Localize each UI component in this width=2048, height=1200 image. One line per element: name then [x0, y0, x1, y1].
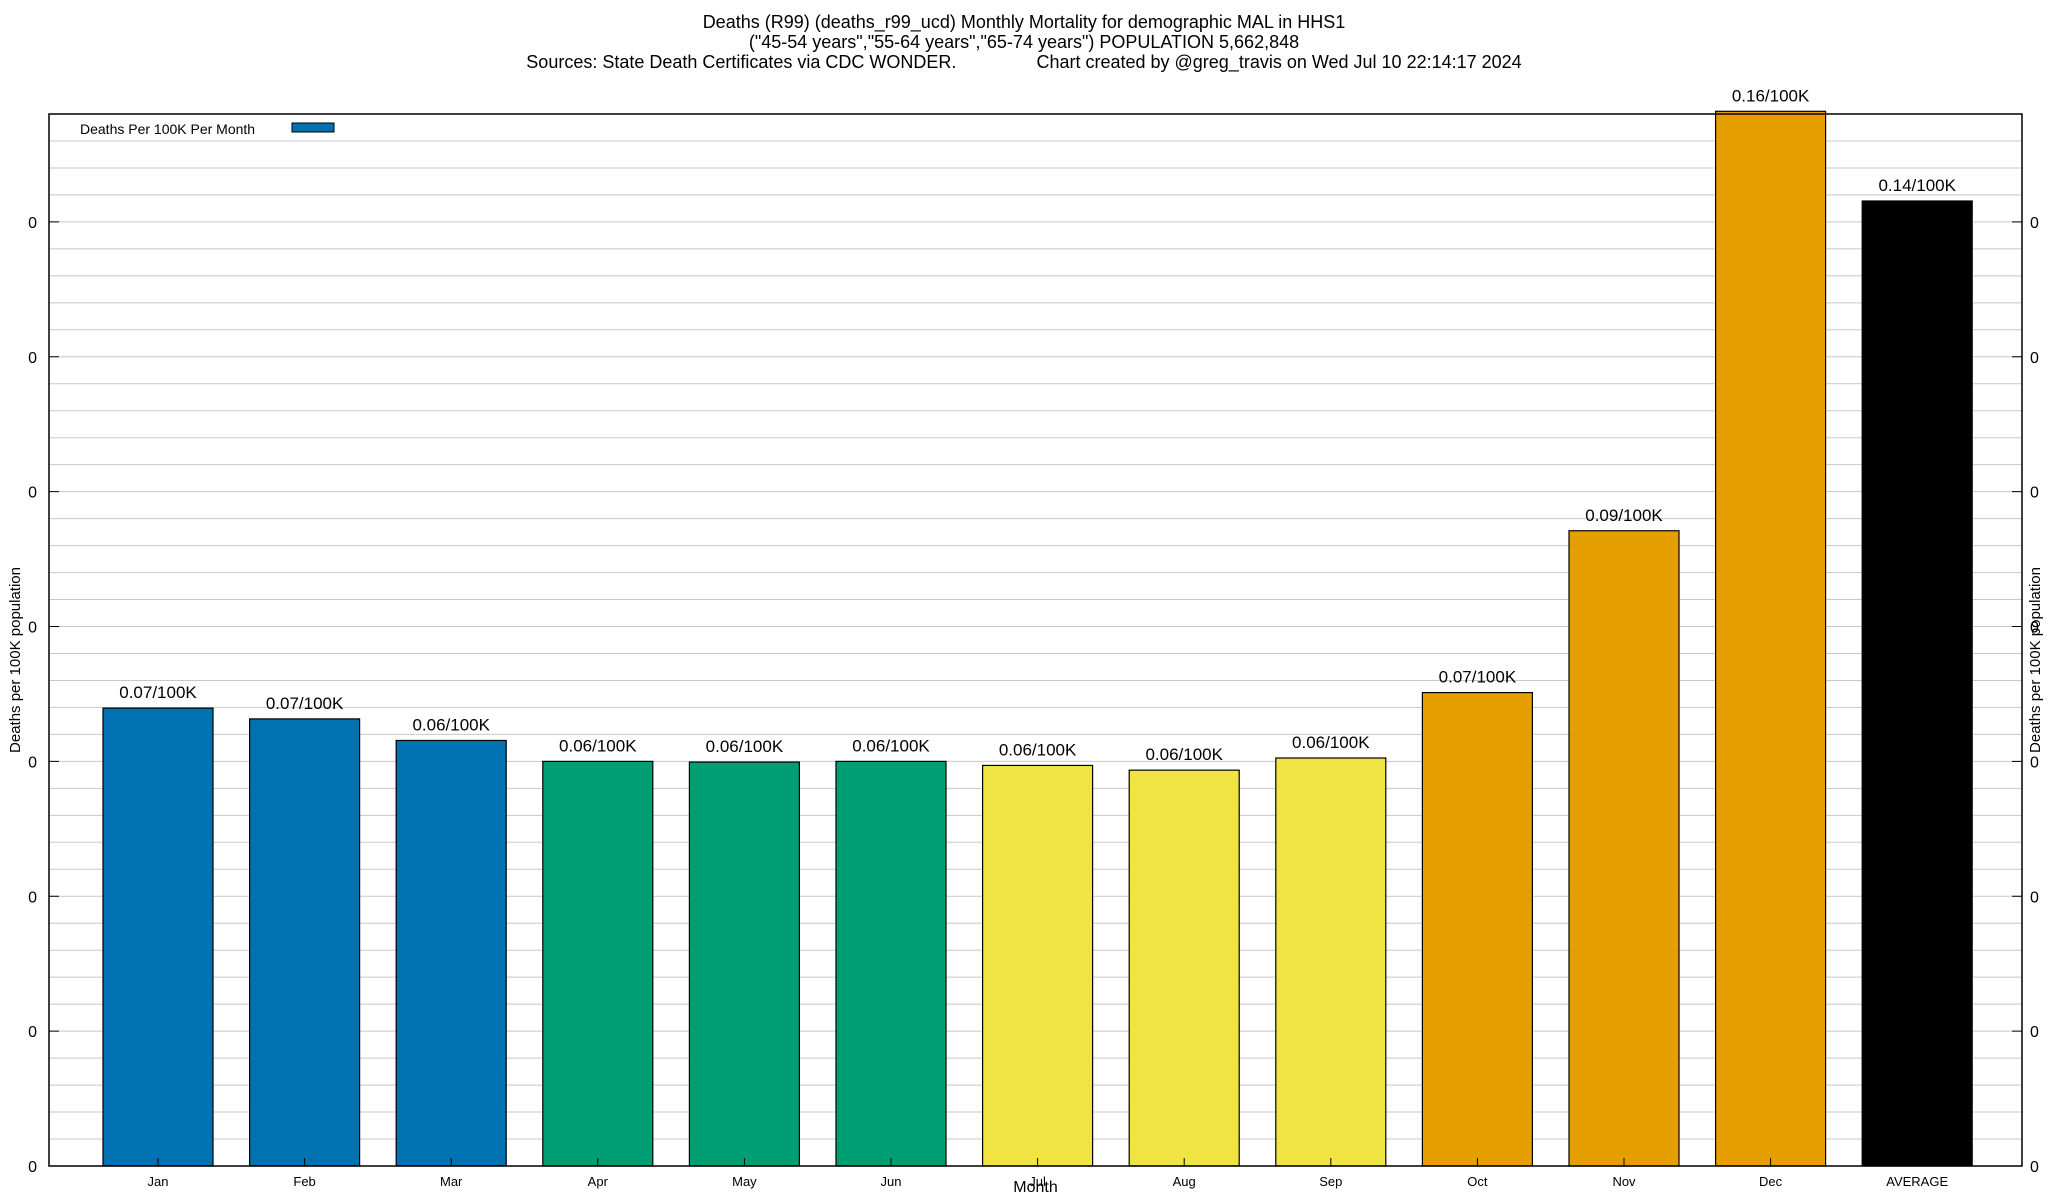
y-tick-label: 0: [28, 215, 37, 232]
bar-oct: [1421, 691, 1534, 1167]
data-label: 0.06/100K: [706, 737, 784, 756]
chart-source-line: Sources: State Death Certificates via CD…: [526, 52, 1522, 72]
y-axis-title: Deaths per 100K population: [7, 567, 24, 753]
x-tick-label: Dec: [1759, 1174, 1783, 1189]
x-tick-label: Aug: [1173, 1174, 1196, 1189]
y2-tick-label: 0: [2030, 350, 2039, 367]
x-tick-label: Apr: [588, 1174, 609, 1189]
tick-layer: 0 0 0 0 0 0 0 0 0 0 0 0 0 0 0 0 Jan Feb Mar Apr May Jun Jul Aug…: [28, 215, 2039, 1189]
data-label: 0.07/100K: [119, 683, 197, 702]
data-label: 0.07/100K: [266, 694, 344, 713]
chart-subtitle: ("45-54 years","55-64 years","65-74 year…: [748, 32, 1300, 52]
bar-jun: [835, 760, 947, 1167]
bar-layer: [102, 110, 1973, 1167]
bar-may: [688, 761, 801, 1167]
plot-frame: [48, 113, 2023, 1167]
bar-average: [1861, 200, 1973, 1167]
bar-jul: [981, 764, 1094, 1167]
y2-tick-label: 0: [2030, 889, 2039, 906]
data-label-layer: 0.07/100K 0.07/100K 0.06/100K 0.06/100K 0.06…: [119, 86, 1956, 764]
data-label: 0.14/100K: [1878, 176, 1956, 195]
y-tick-label: 0: [28, 754, 37, 771]
data-label: 0.06/100K: [412, 715, 490, 734]
data-label: 0.06/100K: [559, 736, 637, 755]
x-tick-label: Nov: [1612, 1174, 1636, 1189]
y-tick-label: 0: [28, 485, 37, 502]
x-axis-title: Month: [1013, 1179, 1057, 1196]
x-tick-label: Jan: [148, 1174, 169, 1189]
x-tick-label: Jul: [1029, 1174, 1046, 1189]
bar-jan: [102, 707, 214, 1167]
x-tick-label: Oct: [1467, 1174, 1488, 1189]
data-label: 0.06/100K: [852, 736, 930, 755]
x-tick-label: Sep: [1319, 1174, 1342, 1189]
x-tick-label: AVERAGE: [1886, 1174, 1948, 1189]
y-tick-label: 0: [28, 350, 37, 367]
y-tick-label: 0: [28, 1159, 37, 1176]
y2-axis-title: Deaths per 100K population: [2027, 567, 2044, 753]
x-tick-label: May: [732, 1174, 757, 1189]
y-tick-label: 0: [28, 1024, 37, 1041]
x-tick-label: Jun: [881, 1174, 902, 1189]
bar-feb: [249, 718, 361, 1167]
bar-aug: [1128, 769, 1240, 1167]
bar-nov: [1568, 530, 1680, 1167]
bar-dec: [1714, 110, 1827, 1167]
x-tick-label: Mar: [440, 1174, 463, 1189]
grid-layer: [49, 140, 2022, 1167]
y2-tick-label: 0: [2030, 1024, 2039, 1041]
data-label: 0.09/100K: [1585, 506, 1663, 525]
data-label: 0.06/100K: [999, 740, 1077, 759]
legend-label: Deaths Per 100K Per Month: [80, 121, 255, 137]
data-label: 0.06/100K: [1292, 733, 1370, 752]
y2-tick-label: 0: [2030, 754, 2039, 771]
y2-tick-label: 0: [2030, 215, 2039, 232]
chart-header: Deaths (R99) (deaths_r99_ucd) Monthly Mo…: [0, 12, 2048, 72]
data-label: 0.16/100K: [1732, 86, 1810, 105]
bar-apr: [542, 760, 654, 1167]
x-tick-label: Feb: [293, 1174, 315, 1189]
y2-tick-label: 0: [2030, 1159, 2039, 1176]
y-tick-label: 0: [28, 889, 37, 906]
bar-sep: [1275, 757, 1387, 1167]
y2-tick-label: 0: [2030, 485, 2039, 502]
data-label: 0.06/100K: [1145, 745, 1223, 764]
bar-mar: [395, 739, 507, 1167]
y2-tick-label: 0: [2030, 620, 2039, 637]
chart-title: Deaths (R99) (deaths_r99_ucd) Monthly Mo…: [702, 12, 1346, 32]
y-tick-label: 0: [28, 620, 37, 637]
legend: Deaths Per 100K Per Month: [80, 121, 335, 137]
data-label: 0.07/100K: [1439, 668, 1517, 687]
legend-swatch: [291, 122, 335, 133]
